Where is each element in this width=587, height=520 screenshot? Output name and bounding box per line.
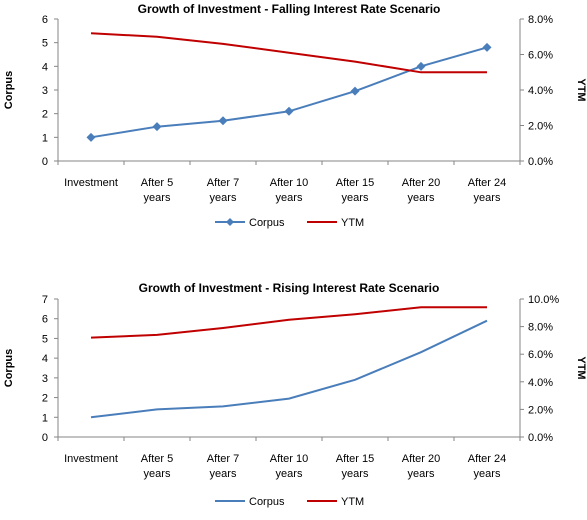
legend-label-corpus: Corpus bbox=[249, 496, 285, 508]
series-line-ytm bbox=[90, 32, 487, 74]
y2-tick-label: 6.0% bbox=[528, 349, 553, 361]
chart-title: Growth of Investment - Falling Interest … bbox=[138, 2, 441, 16]
chart-2: Growth of Investment - Rising Interest R… bbox=[3, 281, 587, 508]
data-point-corpus bbox=[416, 61, 426, 71]
x-tick-label: After 10 years bbox=[270, 177, 309, 204]
chart-1: Growth of Investment - Falling Interest … bbox=[3, 2, 587, 229]
y-tick-label: 6 bbox=[42, 314, 48, 326]
data-point-corpus bbox=[218, 116, 228, 126]
data-point-corpus bbox=[284, 106, 294, 116]
y-tick-label: 2 bbox=[42, 393, 48, 405]
y-tick-label: 0 bbox=[42, 432, 48, 444]
y2-tick-label: 8.0% bbox=[528, 322, 553, 334]
x-tick-label: After 20 years bbox=[402, 453, 441, 480]
x-tick-label: After 7 years bbox=[207, 453, 239, 480]
x-tick-label: After 24 years bbox=[468, 453, 507, 480]
legend-label-ytm: YTM bbox=[341, 496, 364, 508]
y-tick-label: 5 bbox=[42, 38, 48, 50]
legend-label-ytm: YTM bbox=[341, 217, 364, 229]
data-point-corpus bbox=[350, 86, 360, 96]
y2-tick-label: 0.0% bbox=[528, 432, 553, 444]
x-tick-label: Investment bbox=[64, 453, 118, 465]
x-tick-label: After 20 years bbox=[402, 177, 441, 204]
x-tick-label: After 5 years bbox=[141, 177, 173, 204]
y2-tick-label: 2.0% bbox=[528, 121, 553, 133]
y-tick-label: 7 bbox=[42, 294, 48, 306]
x-tick-label: After 10 years bbox=[270, 453, 309, 480]
legend-label-corpus: Corpus bbox=[249, 217, 285, 229]
y-axis-title: Corpus bbox=[3, 349, 15, 388]
y2-tick-label: 4.0% bbox=[528, 377, 553, 389]
y-tick-label: 6 bbox=[42, 14, 48, 26]
data-point-corpus bbox=[86, 132, 96, 142]
x-tick-label: After 7 years bbox=[207, 177, 239, 204]
chart-title: Growth of Investment - Rising Interest R… bbox=[139, 281, 440, 295]
y-tick-label: 1 bbox=[42, 132, 48, 144]
y-tick-label: 3 bbox=[42, 85, 48, 97]
y2-tick-label: 4.0% bbox=[528, 85, 553, 97]
y-axis-title: Corpus bbox=[3, 71, 15, 110]
y-tick-label: 3 bbox=[42, 373, 48, 385]
x-tick-label: After 24 years bbox=[468, 177, 507, 204]
series-line-corpus bbox=[90, 46, 488, 139]
x-tick-label: Investment bbox=[64, 177, 118, 189]
y-tick-label: 5 bbox=[42, 333, 48, 345]
x-tick-label: After 15 years bbox=[336, 177, 375, 204]
x-tick-label: After 5 years bbox=[141, 453, 173, 480]
y-tick-label: 1 bbox=[42, 412, 48, 424]
series-line-corpus bbox=[90, 319, 488, 419]
legend-marker-corpus bbox=[226, 218, 234, 226]
y2-axis-title: YTM bbox=[575, 356, 587, 379]
y-tick-label: 2 bbox=[42, 109, 48, 121]
y2-tick-label: 10.0% bbox=[528, 294, 559, 306]
y-tick-label: 4 bbox=[42, 353, 48, 365]
data-point-corpus bbox=[482, 42, 492, 52]
x-tick-label: After 15 years bbox=[336, 453, 375, 480]
y-tick-label: 4 bbox=[42, 61, 48, 73]
y-tick-label: 0 bbox=[42, 156, 48, 168]
y2-tick-label: 6.0% bbox=[528, 50, 553, 62]
y2-tick-label: 2.0% bbox=[528, 404, 553, 416]
data-point-corpus bbox=[152, 122, 162, 132]
y2-axis-title: YTM bbox=[575, 78, 587, 101]
series-line-ytm bbox=[90, 306, 487, 339]
y2-tick-label: 8.0% bbox=[528, 14, 553, 26]
y2-tick-label: 0.0% bbox=[528, 156, 553, 168]
